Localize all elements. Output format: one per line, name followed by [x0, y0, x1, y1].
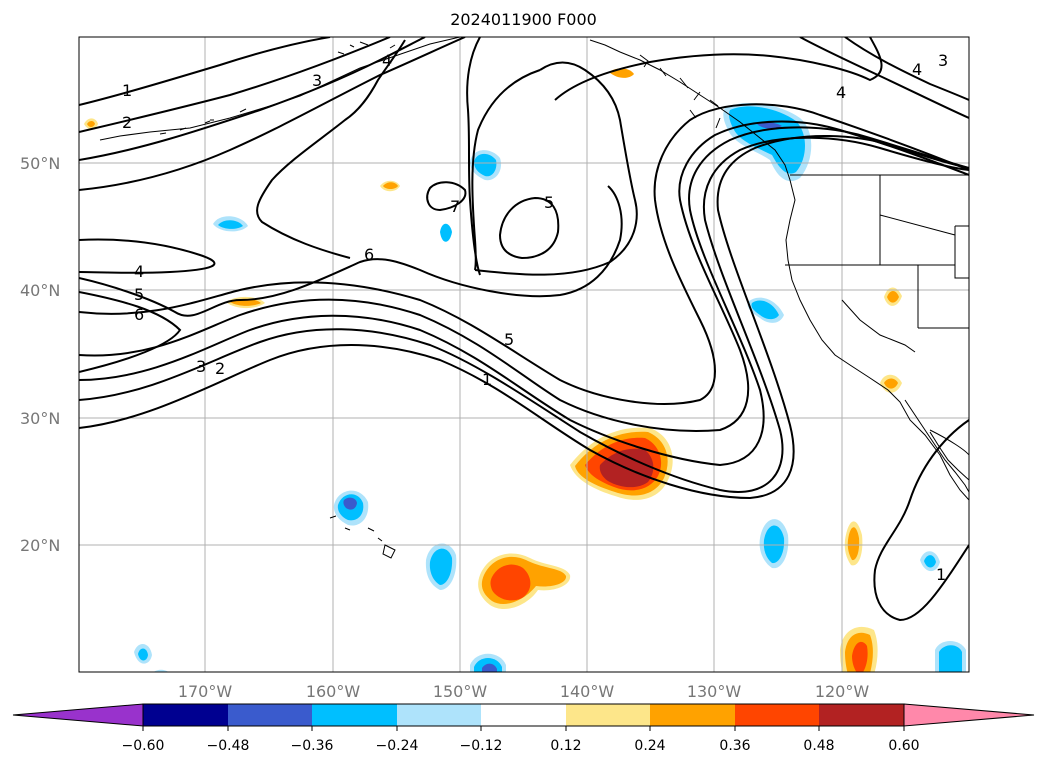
colorbar-bin: [143, 704, 228, 726]
map-title: 2024011900 F000: [450, 10, 597, 29]
contour-label-4: 4: [382, 51, 392, 70]
colorbar-bin: [735, 704, 819, 726]
colorbar-tick-label: −0.60: [122, 738, 165, 754]
colorbar-bin: [566, 704, 650, 726]
colorbar-tick-label: 0.12: [550, 738, 581, 754]
colorbar-bin: [819, 704, 904, 726]
contour-label-2: 2: [215, 359, 225, 378]
colorbar-extend-high: [903, 703, 1035, 727]
colorbar-tick-label: 0.36: [719, 738, 750, 754]
contour-label-4: 4: [134, 262, 144, 281]
lon-label-150w: 150°W: [433, 682, 488, 701]
lat-label-30n: 30°N: [20, 409, 60, 428]
colorbar-tick-label: −0.48: [207, 738, 250, 754]
contour-label-5: 5: [134, 285, 144, 304]
colorbar-tick-label: 0.60: [888, 738, 919, 754]
contour-label-set: 1 2 3 4 4 5 6 6 7 5 5 1 3 2 4 3 4 1: [122, 51, 948, 584]
contour-label-6: 6: [134, 305, 144, 324]
colorbar-bin: [650, 704, 735, 726]
colorbar-tick-label: −0.12: [460, 738, 503, 754]
contour-label-3: 3: [938, 51, 948, 70]
lat-label-40n: 40°N: [20, 281, 60, 300]
latitude-labels: 50°N 40°N 30°N 20°N: [20, 154, 60, 555]
colorbar-bin: [228, 704, 312, 726]
contour-label-3: 3: [312, 71, 322, 90]
colorbar: −0.60 −0.48 −0.36 −0.24 −0.12 0.12 0.24 …: [12, 703, 1035, 754]
colorbar-tick-label: −0.36: [291, 738, 334, 754]
contour-label-1: 1: [482, 370, 492, 389]
contour-label-3: 3: [196, 357, 206, 376]
colorbar-extend-low: [12, 703, 144, 727]
lon-label-140w: 140°W: [560, 682, 615, 701]
lon-label-130w: 130°W: [687, 682, 742, 701]
contour-label-1: 1: [936, 565, 946, 584]
contour-label-5: 5: [544, 193, 554, 212]
contour-label-5: 5: [504, 330, 514, 349]
contour-label-4: 4: [912, 60, 922, 79]
colorbar-border: [142, 703, 905, 727]
lon-label-120w: 120°W: [815, 682, 870, 701]
lon-label-170w: 170°W: [178, 682, 233, 701]
colorbar-tick-label: 0.48: [803, 738, 834, 754]
colorbar-bin: [312, 704, 397, 726]
colorbar-bin: [397, 704, 481, 726]
lat-label-50n: 50°N: [20, 154, 60, 173]
lat-label-20n: 20°N: [20, 536, 60, 555]
colorbar-tick-label: −0.24: [376, 738, 419, 754]
lon-label-160w: 160°W: [306, 682, 361, 701]
contour-label-2: 2: [122, 113, 132, 132]
longitude-labels: 170°W 160°W 150°W 140°W 130°W 120°W: [178, 682, 870, 701]
colorbar-bin: [481, 704, 566, 726]
colorbar-tick-label: 0.24: [634, 738, 665, 754]
contour-label-1: 1: [122, 81, 132, 100]
map-border: [78, 36, 970, 673]
graticule: [79, 37, 969, 672]
contour-label-4: 4: [836, 83, 846, 102]
contour-label-7: 7: [450, 197, 460, 216]
contour-lines: [79, 37, 969, 622]
contour-label-6: 6: [364, 245, 374, 264]
